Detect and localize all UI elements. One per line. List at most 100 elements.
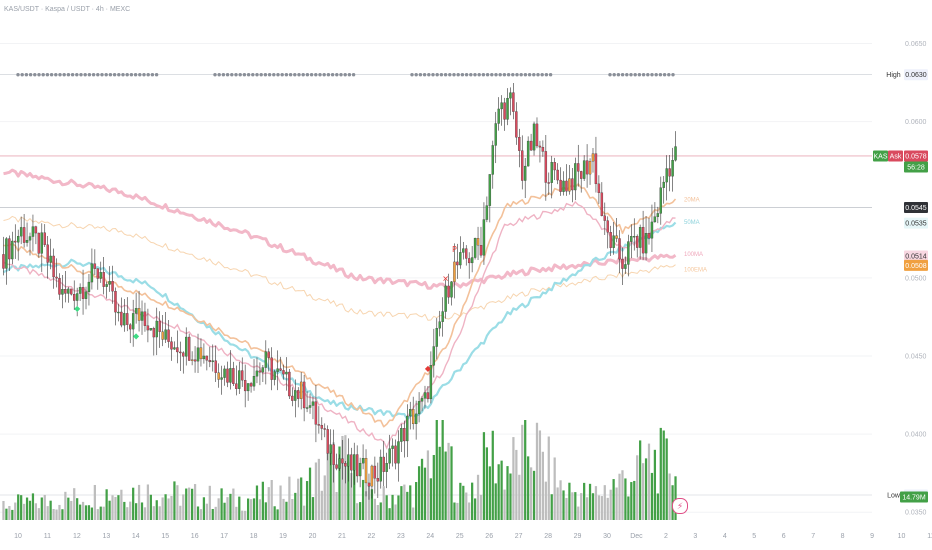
candle[interactable] [462,248,465,253]
candle[interactable] [553,162,556,171]
candle[interactable] [353,454,356,471]
candle[interactable] [252,376,256,387]
candle[interactable] [647,233,651,239]
candle[interactable] [99,272,102,279]
candle[interactable] [67,288,70,294]
candle[interactable] [562,180,565,192]
candle[interactable] [196,347,200,362]
candle[interactable] [5,238,8,269]
candle[interactable] [323,428,326,430]
candle[interactable] [565,180,568,192]
candle[interactable] [456,261,459,266]
candle[interactable] [152,328,156,338]
candle[interactable] [482,219,486,256]
candle[interactable] [81,287,85,299]
candle[interactable] [31,226,35,237]
candle[interactable] [341,458,344,464]
candle[interactable] [305,407,309,409]
candle[interactable] [238,370,241,389]
candle[interactable] [406,415,409,442]
candle[interactable] [588,160,592,175]
candle[interactable] [302,381,306,409]
candle[interactable] [494,123,497,146]
candle[interactable] [347,454,350,467]
candle[interactable] [140,311,144,321]
candle[interactable] [641,227,645,254]
candle[interactable] [644,233,648,254]
candle[interactable] [650,221,654,239]
candle[interactable] [414,413,418,425]
candle[interactable] [526,140,530,167]
candle[interactable] [473,238,477,258]
candle[interactable] [108,281,111,285]
candle[interactable] [547,182,550,184]
candle[interactable] [294,390,297,401]
candle[interactable] [453,261,456,282]
candle[interactable] [382,456,385,472]
candle[interactable] [117,311,120,314]
candle[interactable] [674,146,677,161]
candle[interactable] [579,171,583,179]
candle[interactable] [615,235,618,239]
candle[interactable] [420,398,424,402]
candles[interactable] [2,83,677,500]
candle[interactable] [665,168,668,183]
candle[interactable] [58,278,61,295]
candle[interactable] [105,284,108,287]
candle[interactable] [609,232,612,248]
candle[interactable] [161,331,164,340]
candle[interactable] [506,97,509,120]
candle[interactable] [2,254,5,269]
candle[interactable] [308,405,312,408]
candle[interactable] [176,347,179,353]
candle[interactable] [541,147,545,152]
candle[interactable] [544,151,548,183]
candle[interactable] [671,160,674,177]
candle[interactable] [606,220,609,233]
candle[interactable] [320,425,324,429]
candle[interactable] [503,102,506,120]
candle[interactable] [429,365,433,400]
candle[interactable] [205,355,209,361]
candle[interactable] [164,329,167,340]
candle[interactable] [361,458,365,464]
candle[interactable] [170,341,173,350]
candle[interactable] [656,213,660,217]
candle[interactable] [214,360,217,373]
time-axis[interactable]: 10 11 12 13 14 15 16 17 18 19 20 21 22 23 24 25 26 27 28 29… [14,533,932,540]
candle[interactable] [624,264,627,269]
candle[interactable] [14,240,17,243]
candle[interactable] [17,236,20,243]
candle[interactable] [90,263,94,283]
candle[interactable] [25,240,29,243]
candle[interactable] [232,368,235,384]
candle[interactable] [75,293,79,301]
candle[interactable] [226,368,229,383]
candle[interactable] [246,383,250,392]
candle[interactable] [627,241,630,265]
candle[interactable] [450,281,453,298]
candle[interactable] [612,235,615,248]
candle[interactable] [373,465,377,479]
candle[interactable] [326,429,329,454]
candle[interactable] [577,163,580,172]
candle[interactable] [267,351,270,358]
candle[interactable] [202,355,206,360]
candle[interactable] [11,240,14,260]
candle[interactable] [529,140,533,151]
candle[interactable] [358,462,362,477]
candle[interactable] [243,380,247,392]
candle[interactable] [241,370,244,381]
candle[interactable] [52,255,55,278]
candle[interactable] [585,160,589,175]
candle[interactable] [317,424,321,426]
candle[interactable] [485,205,489,220]
candle[interactable] [512,92,515,112]
candle[interactable] [235,383,238,389]
candle[interactable] [70,288,73,295]
candle[interactable] [137,308,141,321]
candle[interactable] [447,285,450,298]
candle[interactable] [344,463,347,467]
candle[interactable] [591,153,595,162]
candle[interactable] [229,368,232,383]
